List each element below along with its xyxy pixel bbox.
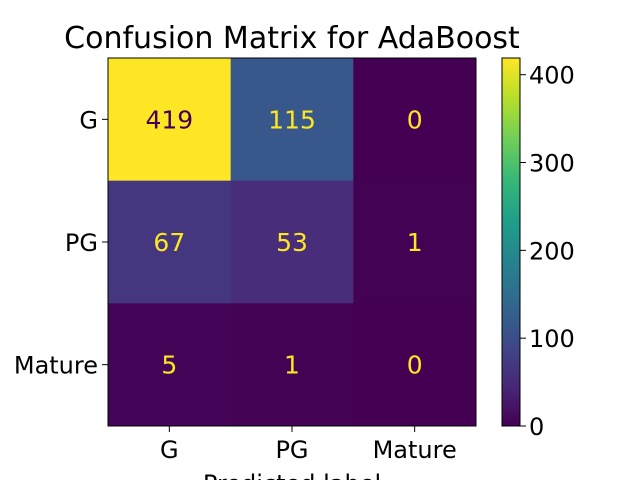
x-tick-label: Mature (373, 436, 457, 464)
cell-value: 53 (276, 228, 308, 257)
matrix-cell (108, 303, 232, 427)
y-tick-label: PG (65, 229, 98, 257)
matrix-cell (230, 303, 354, 427)
y-tick-label: Mature (14, 352, 98, 380)
matrix-cell (353, 303, 477, 427)
matrix-cell (108, 180, 232, 304)
colorbar-tick-label: 400 (529, 62, 575, 90)
cell-value: 0 (407, 351, 423, 380)
colorbar-tick-label: 200 (529, 237, 575, 265)
matrix-cell (230, 58, 354, 182)
colorbar-tick-label: 300 (529, 150, 575, 178)
cell-value: 115 (268, 105, 316, 134)
matrix-cell (353, 180, 477, 304)
matrix-cell (353, 58, 477, 182)
cell-value: 5 (161, 351, 177, 380)
cell-value: 1 (284, 351, 300, 380)
colorbar-tick-label: 0 (529, 413, 544, 441)
chart-title: Confusion Matrix for AdaBoost (64, 21, 520, 56)
colorbar-tick-label: 100 (529, 325, 575, 353)
cell-value: 1 (407, 228, 423, 257)
matrix-cell-labels: 419 115 0 67 53 1 5 1 0 (145, 105, 422, 379)
x-tick-label: G (160, 436, 179, 464)
matrix-cells (108, 58, 477, 427)
x-axis-ticks: G PG Mature (160, 426, 457, 464)
cell-value: 419 (145, 105, 193, 134)
x-tick-label: PG (275, 436, 308, 464)
cell-value: 67 (153, 228, 185, 257)
y-tick-label: G (79, 106, 98, 134)
matrix-cell (230, 180, 354, 304)
matrix-cell (108, 58, 232, 182)
x-axis-label: Predicted label (203, 470, 381, 480)
colorbar-ticks: 0 100 200 300 400 (520, 62, 575, 441)
cell-value: 0 (407, 105, 423, 134)
colorbar (501, 57, 521, 427)
y-axis-ticks: G PG Mature (14, 106, 108, 380)
